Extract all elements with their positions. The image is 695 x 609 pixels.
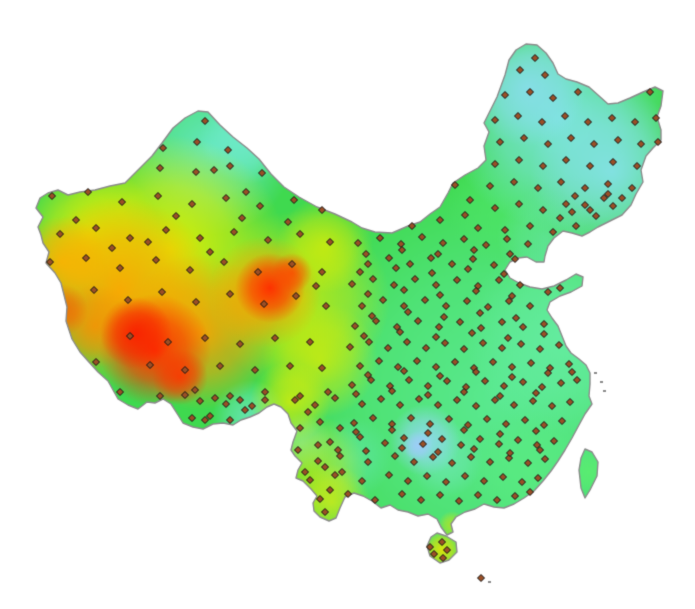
china-heatmap-canvas	[0, 0, 695, 609]
map-figure	[0, 0, 695, 609]
